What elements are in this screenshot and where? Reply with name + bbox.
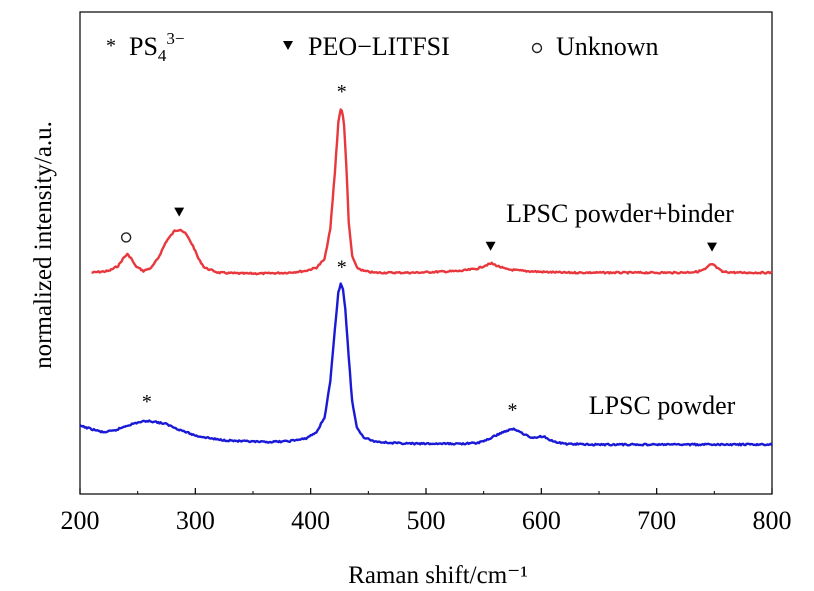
svg-text:*: * xyxy=(106,35,116,57)
x-axis-label: Raman shift/cm⁻¹ xyxy=(348,562,528,589)
peak-marker-triangle-down-icon xyxy=(707,242,718,252)
svg-text:*: * xyxy=(142,391,152,413)
series-line xyxy=(91,108,773,276)
peak-marker-circle-open-icon xyxy=(120,232,132,243)
curve-label: LPSC powder+binder xyxy=(506,199,734,228)
series-line xyxy=(79,282,773,447)
y-axis-label: normalized intensity/a.u. xyxy=(30,121,57,369)
peak-marker-asterisk-icon: * xyxy=(337,81,347,103)
peak-marker-asterisk-icon: * xyxy=(508,399,518,421)
x-tick-label: 400 xyxy=(291,506,330,535)
legend-asterisk-icon: * xyxy=(106,35,116,57)
curve-label: LPSC powder xyxy=(589,391,736,420)
peak-marker-asterisk-icon: * xyxy=(142,391,152,413)
x-tick-label: 800 xyxy=(753,506,792,535)
peak-marker-asterisk-icon: * xyxy=(337,256,347,278)
svg-text:*: * xyxy=(508,399,518,421)
x-tick-label: 700 xyxy=(637,506,676,535)
x-tick-label: 200 xyxy=(61,506,100,535)
x-tick-label: 300 xyxy=(176,506,215,535)
svg-text:*: * xyxy=(337,256,347,278)
legend-label-peo: PEO−LITFSI xyxy=(308,32,450,61)
peak-marker-triangle-down-icon xyxy=(485,241,496,251)
legend: * PS43− PEO−LITFSI Unknown xyxy=(106,29,659,65)
series-powder: * * * LPSC powder xyxy=(79,256,773,447)
plot-frame xyxy=(79,11,773,495)
svg-text:*: * xyxy=(337,81,347,103)
series-powder-binder: * LPSC powder+binder xyxy=(91,81,773,276)
x-tick-label: 500 xyxy=(407,506,446,535)
legend-circle-icon xyxy=(531,42,543,54)
legend-triangle-icon xyxy=(283,41,293,50)
legend-label-unknown: Unknown xyxy=(556,32,659,61)
legend-label-ps4: PS43− xyxy=(129,29,185,65)
x-tick-label: 600 xyxy=(522,506,561,535)
peak-marker-triangle-down-icon xyxy=(174,207,185,217)
